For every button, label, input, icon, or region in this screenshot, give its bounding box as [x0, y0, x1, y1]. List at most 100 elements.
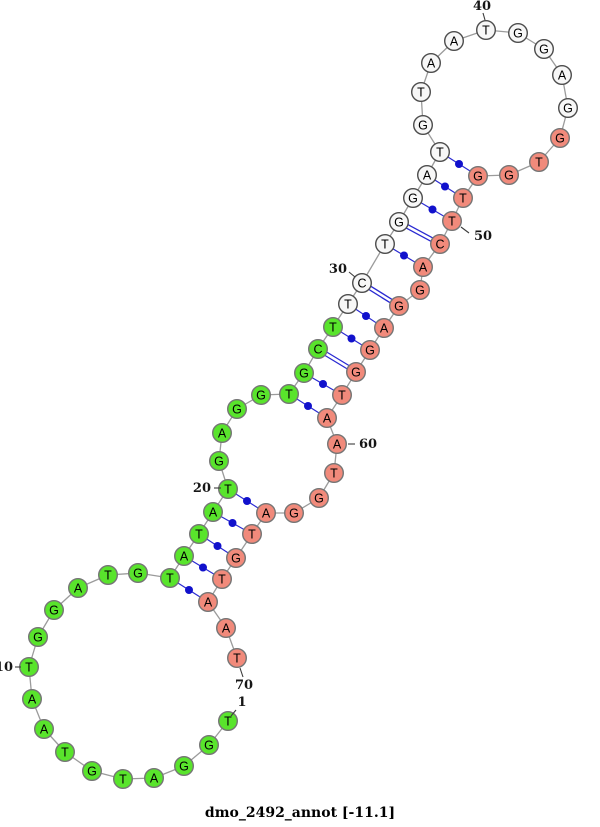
nucleotide-letter: G — [418, 118, 428, 132]
nucleotide-letter: C — [435, 237, 444, 251]
nucleotide-circle — [338, 294, 359, 315]
nucleotide-circle — [55, 742, 76, 763]
position-label: 40 — [473, 0, 491, 14]
nucleotide-circle — [476, 20, 497, 41]
nucleotide-letter: G — [204, 738, 214, 752]
position-label: 70 — [235, 678, 253, 693]
nucleotide-circle — [67, 578, 88, 599]
nucleotide-circle — [294, 363, 315, 384]
nucleotide-circle — [389, 296, 410, 317]
nucleotide-letter: G — [394, 299, 404, 313]
nucleotide-letter: A — [150, 771, 159, 785]
nucleotide-letter: A — [74, 581, 83, 595]
nucleotide-circle — [127, 563, 148, 584]
base-pair-dot — [243, 497, 251, 505]
nucleotide-letter: A — [380, 321, 389, 335]
nucleotide-letter: C — [357, 276, 366, 290]
nucleotide-letter: T — [195, 527, 203, 541]
nucleotide-letter: G — [513, 26, 523, 40]
nucleotide-letter: G — [87, 764, 97, 778]
nucleotide-circle — [552, 64, 573, 85]
nucleotide-circle — [309, 488, 330, 509]
nucleotide-circle — [550, 127, 571, 148]
nucleotide-letter: T — [248, 527, 256, 541]
nucleotide-circle — [211, 423, 232, 444]
nucleotide-letter: A — [222, 621, 231, 635]
nucleotide-circle — [410, 280, 431, 301]
position-label: 50 — [474, 229, 492, 244]
nucleotide-letter: T — [381, 237, 389, 251]
nucleotide-circle — [28, 627, 49, 648]
nucleotide-letter: A — [427, 56, 436, 70]
nucleotide-circle — [346, 362, 367, 383]
base-pair-dot — [441, 182, 449, 191]
nucleotide-letter: G — [365, 343, 375, 357]
nucleotide-letter: G — [504, 168, 514, 182]
nucleotide-circle — [417, 164, 438, 185]
nucleotide-circle — [22, 689, 43, 710]
nucleotide-letter: G — [408, 191, 418, 205]
nucleotide-letter: A — [40, 722, 49, 736]
nucleotide-letter: T — [417, 85, 425, 99]
nucleotide-circle — [389, 211, 410, 232]
nucleotide-letter: T — [448, 214, 456, 228]
nucleotide-circle — [411, 81, 432, 102]
nucleotide-letter: G — [299, 366, 309, 380]
nucleotide-letter: A — [419, 260, 428, 274]
nucleotide-circle — [284, 503, 305, 524]
nucleotide-letter: A — [209, 505, 218, 519]
base-pair-dot — [185, 586, 193, 594]
nucleotide-letter: G — [473, 169, 483, 183]
nucleotide-letter: T — [285, 387, 293, 401]
nucleotide-circle — [225, 548, 246, 569]
base-pair-dot — [228, 519, 237, 527]
nucleotide-letter: G — [563, 101, 573, 115]
position-label: 30 — [329, 262, 347, 277]
nucleotide-circle — [226, 399, 247, 420]
position-label: 20 — [193, 481, 211, 496]
base-pair-dot — [319, 380, 327, 388]
nucleotide-circle — [34, 719, 55, 740]
nucleotide-circle — [442, 210, 463, 231]
nucleotide-circle — [256, 503, 277, 524]
nucleotide-circle — [508, 23, 529, 44]
nucleotide-letter: T — [224, 714, 232, 728]
nucleotide-circle — [360, 340, 381, 361]
figure-caption: dmo_2492_annot [-11.1] — [205, 805, 395, 821]
nucleotide-letter: T — [25, 660, 33, 674]
nucleotide-circle — [534, 39, 555, 60]
nucleotide-circle — [413, 257, 434, 278]
nucleotide-letter: A — [450, 34, 459, 48]
nucleotide-circle — [374, 318, 395, 339]
nucleotide-circle — [188, 524, 209, 545]
nucleotide-circle — [250, 385, 271, 406]
nucleotide-circle — [421, 53, 442, 74]
nucleotide-circle — [324, 463, 345, 484]
nucleotide-circle — [217, 479, 238, 500]
nucleotide-circle — [327, 434, 348, 455]
position-tick — [230, 709, 237, 717]
nucleotide-circle — [173, 546, 194, 567]
nucleotide-letter: T — [459, 191, 467, 205]
nucleotide-letter: G — [133, 566, 143, 580]
nucleotide-letter: A — [218, 426, 227, 440]
nucleotide-letter: G — [179, 759, 189, 773]
nucleotide-circle — [413, 114, 434, 135]
nucleotide-letter: G — [49, 603, 59, 617]
base-pair-dot — [347, 334, 356, 343]
base-pair-layer — [169, 151, 479, 603]
nucleotide-letter: G — [555, 131, 565, 145]
nucleotide-circle — [403, 187, 424, 208]
position-tick — [482, 12, 486, 21]
nucleotide-circle — [211, 569, 232, 590]
nucleotide-letter: T — [482, 23, 490, 37]
nucleotide-letter: G — [289, 506, 299, 520]
nucleotide-circle — [375, 233, 396, 254]
nucleotide-circle — [217, 711, 238, 732]
nucleotide-circle — [279, 384, 300, 405]
nucleotide-letter: G — [314, 491, 324, 505]
nucleotide-circle — [226, 648, 247, 669]
nucleotide-letter: T — [61, 745, 69, 759]
nucleotide-letter: A — [28, 692, 37, 706]
